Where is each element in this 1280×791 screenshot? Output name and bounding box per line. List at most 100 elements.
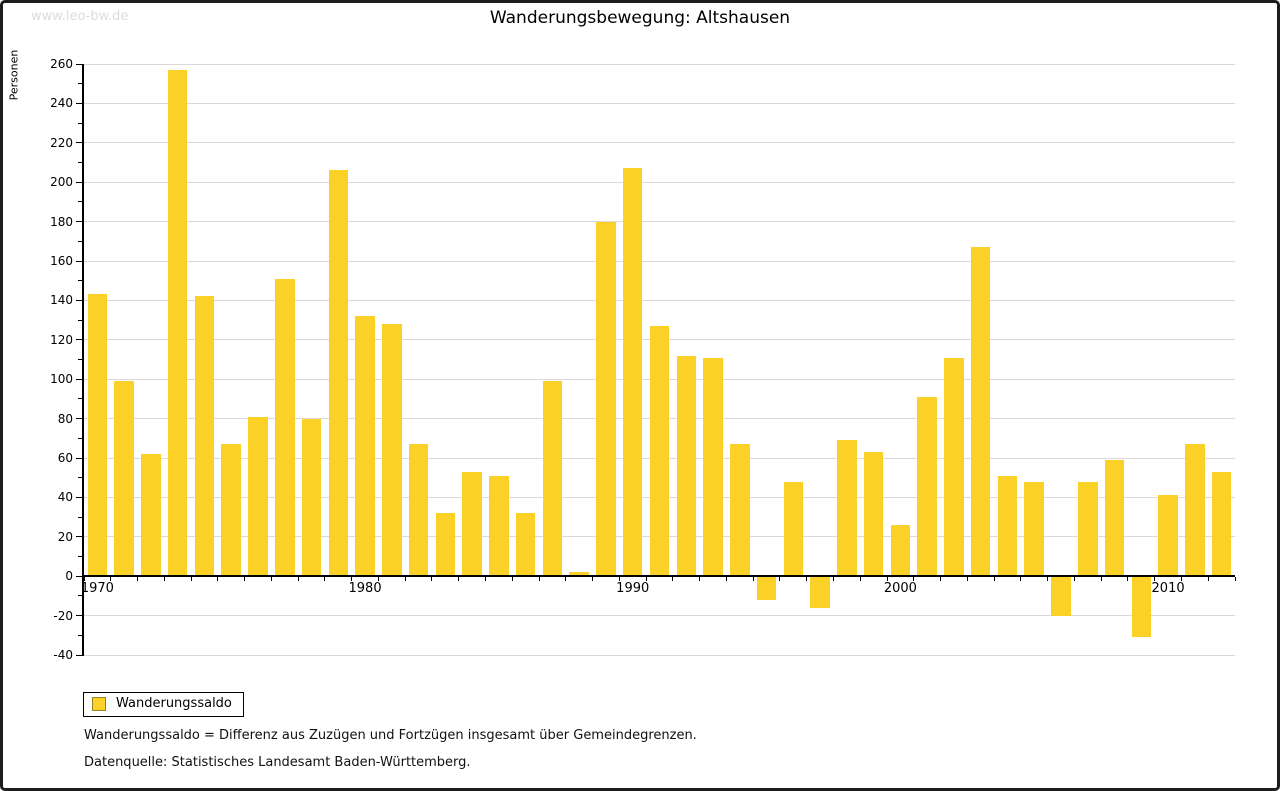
y-tick--10 [78, 595, 82, 597]
bar-1987 [542, 381, 563, 577]
x-tick-31 [913, 577, 915, 582]
bar-2003 [970, 247, 991, 577]
x-tick-39 [1127, 577, 1129, 582]
x-tick-16 [511, 577, 513, 582]
y-tick-label-220: 220 [50, 135, 73, 150]
footnote-definition: Wanderungssaldo = Differenz aus Zuzügen … [84, 728, 697, 743]
gridline-240 [84, 102, 1235, 104]
y-tick-260 [76, 63, 82, 65]
y-tick--40 [76, 654, 82, 656]
x-tick-9 [324, 577, 326, 582]
y-tick-label-200: 200 [50, 175, 73, 190]
y-tick-label--20: -20 [53, 608, 73, 623]
bar-1970 [87, 294, 108, 577]
y-tick-90 [78, 398, 82, 400]
x-tick-10 [351, 577, 353, 582]
bar-1999 [863, 452, 884, 577]
bar-2010 [1158, 495, 1178, 577]
footnote-source: Datenquelle: Statistisches Landesamt Bad… [84, 755, 471, 770]
bar-1972 [141, 454, 161, 577]
y-tick-label-80: 80 [57, 411, 73, 426]
x-tick-35 [1020, 577, 1022, 582]
x-tick-33 [966, 577, 968, 582]
y-tick-30 [78, 516, 82, 518]
x-tick-28 [832, 577, 834, 582]
bar-1980 [355, 316, 375, 577]
watermark: www.leo-bw.de [31, 9, 129, 24]
y-tick-60 [76, 457, 82, 459]
bar-1983 [435, 513, 456, 577]
x-tick-42 [1207, 577, 1209, 582]
bar-2008 [1104, 459, 1125, 577]
y-tick-170 [78, 240, 82, 242]
y-tick-220 [76, 142, 82, 144]
x-tick-23 [699, 577, 701, 582]
y-tick-label-100: 100 [50, 372, 73, 387]
bar-1986 [515, 513, 536, 577]
bar-1982 [408, 444, 429, 577]
x-tick-21 [645, 577, 647, 582]
bar-1997 [810, 576, 830, 608]
y-tick-190 [78, 201, 82, 203]
x-tick-32 [940, 577, 942, 582]
bar-1971 [114, 381, 134, 577]
y-tick-200 [76, 181, 82, 183]
x-tick-5 [217, 577, 219, 582]
y-tick-label-120: 120 [50, 332, 73, 347]
bar-2004 [997, 475, 1018, 577]
x-tick-1 [110, 577, 112, 582]
y-tick-label-260: 260 [50, 57, 73, 71]
legend-box: Wanderungssaldo [83, 692, 244, 717]
x-tick-2 [137, 577, 139, 582]
x-tick-3 [163, 577, 165, 582]
gridline-140 [84, 299, 1235, 301]
y-tick-label-160: 160 [50, 254, 73, 268]
x-tick-7 [270, 577, 272, 582]
bar-2009 [1131, 576, 1152, 638]
bar-2005 [1024, 481, 1044, 577]
bar-2000 [890, 524, 911, 577]
y-tick-150 [78, 280, 82, 282]
x-tick-label-2010: 2010 [1151, 581, 1185, 597]
x-tick-26 [779, 577, 781, 582]
x-tick-0 [83, 577, 85, 582]
y-tick-250 [78, 83, 82, 85]
x-tick-41 [1180, 577, 1182, 582]
bar-1995 [756, 576, 777, 600]
y-tick-80 [76, 418, 82, 420]
y-tick--20 [76, 615, 82, 617]
gridline--20 [84, 615, 1235, 617]
x-tick-43 [1234, 577, 1236, 582]
chart-title: Wanderungsbewegung: Altshausen [489, 8, 791, 28]
y-tick-label--40: -40 [53, 648, 73, 662]
y-tick-110 [78, 359, 82, 360]
bar-1992 [676, 355, 697, 577]
y-tick-120 [76, 339, 82, 341]
y-tick-240 [76, 102, 82, 104]
y-tick-180 [76, 221, 82, 223]
x-tick-11 [377, 577, 379, 582]
bar-1990 [622, 168, 643, 577]
x-tick-label-2000: 2000 [883, 581, 917, 597]
y-tick-label-180: 180 [50, 214, 73, 229]
bar-1976 [248, 416, 268, 577]
bar-2011 [1185, 444, 1205, 577]
bar-1979 [328, 170, 349, 577]
x-tick-13 [431, 577, 433, 582]
y-tick-0 [76, 575, 82, 577]
x-tick-label-1970: 1970 [80, 581, 114, 597]
y-tick-label-60: 60 [57, 451, 73, 465]
x-tick-29 [859, 577, 861, 582]
y-tick-100 [76, 378, 82, 380]
x-tick-24 [725, 577, 727, 582]
bar-1989 [596, 221, 616, 577]
bar-1977 [275, 278, 295, 577]
y-tick-210 [78, 162, 82, 163]
x-tick-8 [297, 577, 299, 582]
x-tick-label-1980: 1980 [348, 581, 382, 597]
y-tick-160 [76, 260, 82, 262]
gridline-200 [84, 181, 1235, 183]
bar-1975 [221, 444, 241, 577]
y-axis-line [82, 64, 84, 656]
x-tick-30 [886, 577, 888, 582]
